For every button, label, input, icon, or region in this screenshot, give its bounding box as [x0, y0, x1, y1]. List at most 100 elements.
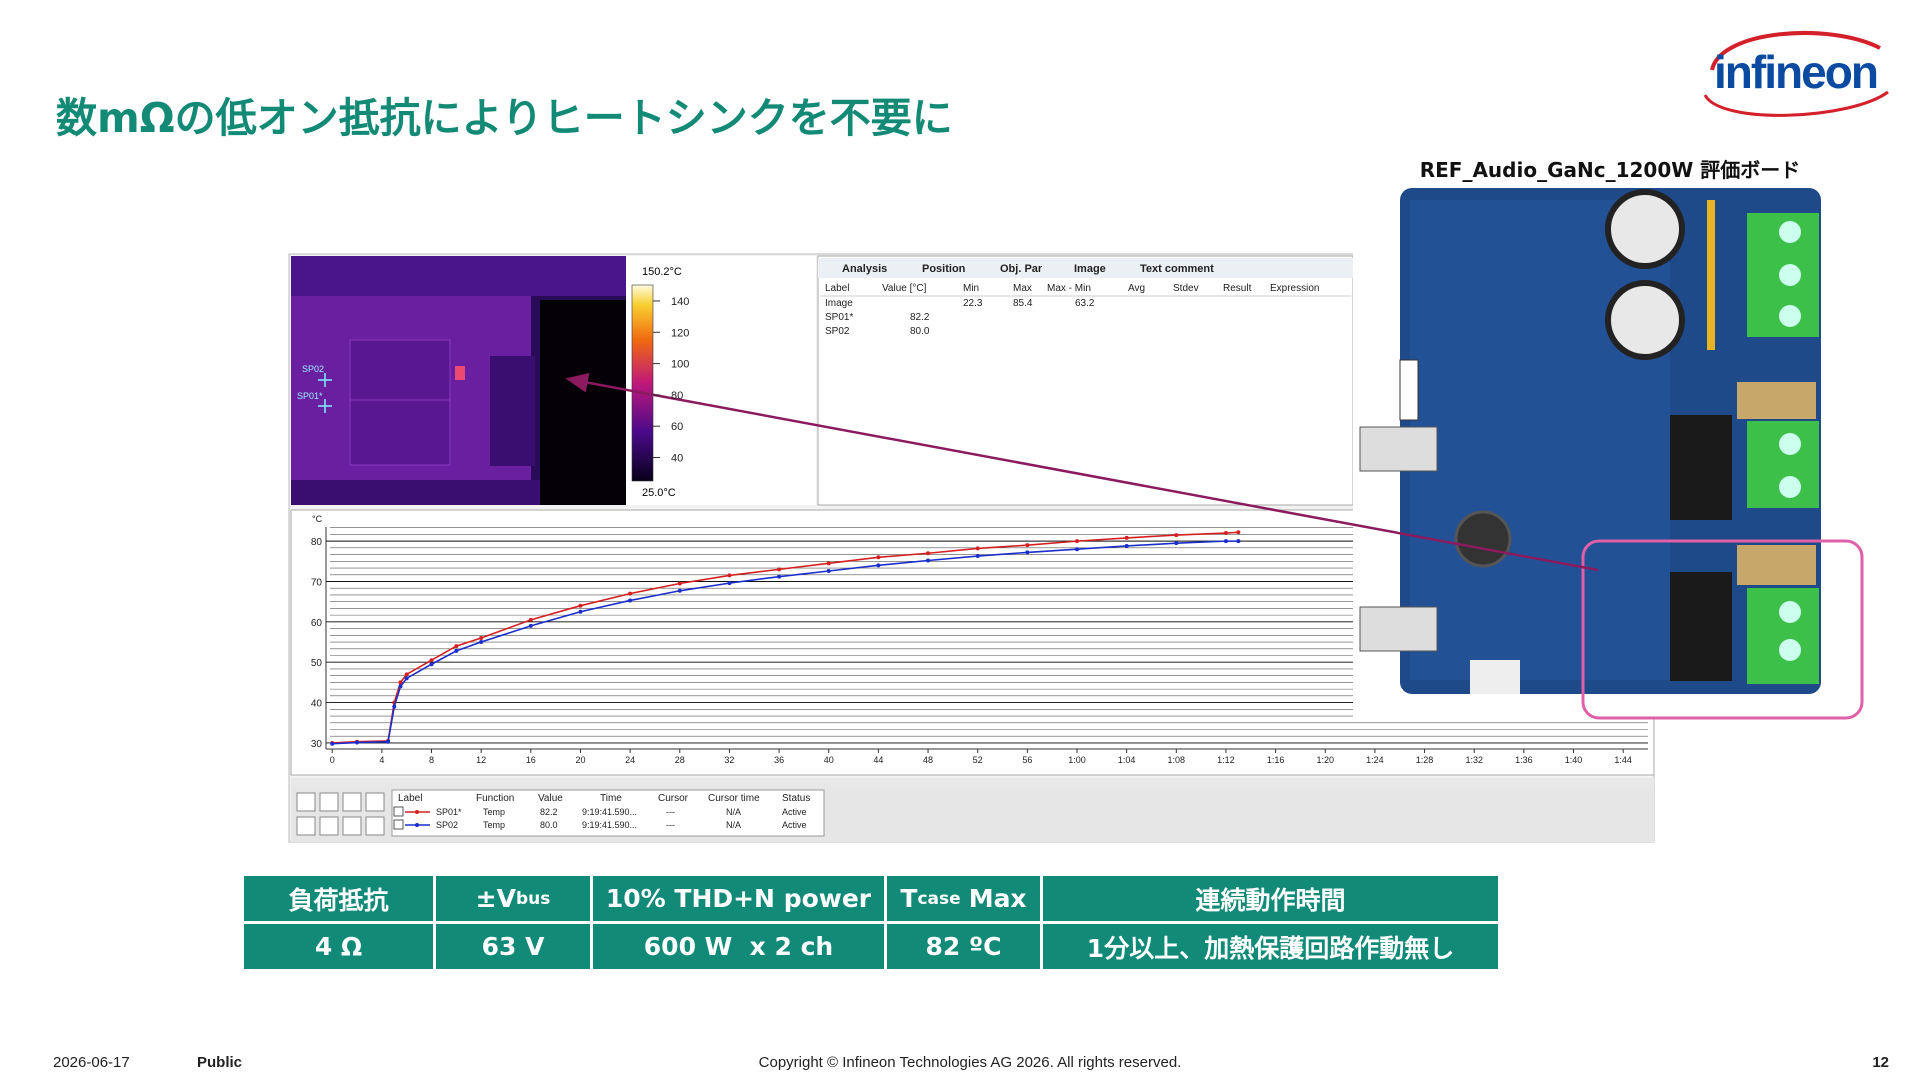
tab: Image: [1074, 263, 1106, 275]
point: [1025, 550, 1030, 555]
spec-header-cell: 負荷抵抗: [244, 876, 433, 921]
analysis-panel: [817, 255, 1354, 506]
scale-tick-label: 140: [671, 296, 689, 308]
x-tick-label: 4: [379, 755, 384, 765]
x-tick-label: 1:44: [1614, 755, 1632, 765]
capacitor: [1605, 280, 1685, 360]
spot-marker: [318, 373, 332, 387]
point: [1223, 531, 1228, 536]
point: [578, 603, 583, 608]
checkbox: [393, 819, 404, 830]
tab: Analysis: [842, 263, 887, 275]
tab: Obj. Par: [1000, 263, 1043, 275]
highlight-box: [1581, 539, 1864, 720]
icon: [342, 816, 362, 836]
legend-table: [391, 789, 825, 837]
toolbar-icons: [296, 792, 385, 836]
point: [677, 588, 682, 593]
point: [926, 558, 931, 563]
y-tick-label: 80: [311, 537, 323, 548]
terminal-block: [1747, 588, 1819, 684]
logo-swoosh: [1703, 90, 1889, 117]
knob: [1454, 510, 1512, 568]
x-tick-label: 32: [724, 755, 734, 765]
board-photo: [1353, 186, 1827, 718]
legend-column: Label: [398, 793, 422, 804]
y-tick-label: 70: [311, 577, 323, 588]
x-tick-label: 1:08: [1168, 755, 1186, 765]
x-tick-label: 1:28: [1416, 755, 1434, 765]
x-tick-label: 48: [923, 755, 933, 765]
scrollbar: [291, 778, 1654, 788]
x-tick-label: 1:36: [1515, 755, 1533, 765]
legend-column: Time: [600, 793, 622, 804]
x-tick-label: 20: [575, 755, 585, 765]
scale-tick-label: 100: [671, 359, 689, 371]
legend-cell: N/A: [726, 807, 741, 817]
logo-swoosh: [1710, 30, 1881, 71]
legend-cell: Temp: [483, 820, 505, 830]
legend-column: Cursor: [658, 793, 689, 804]
thermal-part: [490, 356, 535, 466]
point: [975, 546, 980, 551]
column-header: Value [°C]: [882, 283, 927, 294]
footer-copyright: Copyright © Infineon Technologies AG 202…: [758, 1054, 1182, 1071]
spec-value-row: 4 Ω 63 V 600 W x 2 ch 82 ºC 1分以上、加熱保護回路作動無し: [244, 924, 1738, 969]
legend-cell: N/A: [726, 820, 741, 830]
point: [392, 704, 397, 709]
legend-column: Status: [782, 793, 810, 804]
point: [1236, 530, 1241, 535]
point: [876, 555, 881, 560]
x-tick-label: 12: [476, 755, 486, 765]
footer-classification: Public: [197, 1054, 243, 1071]
inductor: [1670, 572, 1732, 681]
connector: [1737, 382, 1816, 419]
cell: 63.2: [1075, 298, 1095, 309]
thermal-image: [291, 256, 626, 505]
legend-cell: ---: [666, 807, 675, 817]
spec-value-cell: 4 Ω: [244, 924, 433, 969]
point: [578, 609, 583, 614]
row-label: SP02: [825, 326, 850, 337]
spot-label: SP01*: [297, 391, 323, 401]
point: [429, 658, 434, 663]
x-tick-label: 8: [429, 755, 434, 765]
screw: [1779, 601, 1801, 623]
y-axis-label: °C: [312, 514, 323, 524]
point: [826, 568, 831, 573]
y-tick-label: 30: [311, 739, 323, 750]
point: [398, 684, 403, 689]
rca-jack: [1359, 606, 1438, 652]
legend-name: SP02: [436, 820, 458, 830]
rca-jack: [1359, 426, 1438, 472]
point: [876, 563, 881, 568]
color-scale: [631, 284, 654, 482]
column-header: Expression: [1270, 283, 1319, 294]
x-tick-label: 40: [824, 755, 834, 765]
screw: [1779, 476, 1801, 498]
spot-marker: [318, 399, 332, 413]
legend-column: Function: [476, 793, 514, 804]
point: [386, 739, 391, 744]
slide-title: 数mΩの低オン抵抗によりヒートシンクを不要に: [56, 94, 953, 142]
column-header: Max: [1013, 283, 1032, 294]
point: [528, 617, 533, 622]
inductor: [1670, 415, 1732, 520]
column-header: Stdev: [1173, 283, 1199, 294]
point: [429, 662, 434, 667]
x-tick-label: 28: [675, 755, 685, 765]
scale-min: 25.0°C: [642, 487, 676, 499]
icon: [319, 792, 339, 812]
legend-cell: 82.2: [540, 807, 558, 817]
legend-cell: ---: [666, 820, 675, 830]
point: [404, 676, 409, 681]
cell: 82.2: [910, 312, 930, 323]
legend-marker: [415, 823, 419, 827]
screw: [1779, 221, 1801, 243]
logo: infineon: [1703, 30, 1889, 117]
x-tick-label: 36: [774, 755, 784, 765]
header-text: T: [900, 884, 918, 913]
point: [355, 740, 360, 745]
legend-name: SP01*: [436, 807, 462, 817]
